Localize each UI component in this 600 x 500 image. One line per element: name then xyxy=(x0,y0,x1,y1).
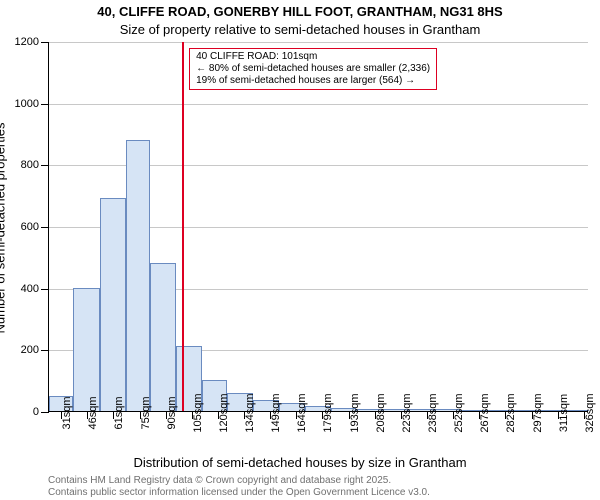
x-tick-label: 223sqm xyxy=(401,393,413,432)
y-tick-label: 0 xyxy=(33,406,49,418)
x-tick-label: 61sqm xyxy=(113,396,125,429)
x-tick-label: 105sqm xyxy=(192,393,204,432)
x-tick-label: 31sqm xyxy=(61,396,73,429)
annotation-line: 40 CLIFFE ROAD: 101sqm xyxy=(196,51,430,63)
x-tick-label: 193sqm xyxy=(349,393,361,432)
histogram-bar xyxy=(100,198,126,411)
plot-area: 02004006008001000120031sqm46sqm61sqm75sq… xyxy=(48,42,588,412)
x-axis-label: Distribution of semi-detached houses by … xyxy=(0,455,600,470)
x-tick-label: 252sqm xyxy=(453,393,465,432)
x-tick-label: 90sqm xyxy=(166,396,178,429)
x-tick-label: 282sqm xyxy=(505,393,517,432)
annotation-line: 19% of semi-detached houses are larger (… xyxy=(196,75,430,87)
x-tick-label: 75sqm xyxy=(140,396,152,429)
y-tick-label: 600 xyxy=(21,221,49,233)
y-tick-label: 1200 xyxy=(15,36,49,48)
chart-title: 40, CLIFFE ROAD, GONERBY HILL FOOT, GRAN… xyxy=(0,4,600,19)
chart-root: 40, CLIFFE ROAD, GONERBY HILL FOOT, GRAN… xyxy=(0,0,600,500)
y-tick-label: 400 xyxy=(21,283,49,295)
x-tick-label: 46sqm xyxy=(87,396,99,429)
x-tick-label: 179sqm xyxy=(322,393,334,432)
chart-subtitle: Size of property relative to semi-detach… xyxy=(0,22,600,37)
footer-line: Contains public sector information licen… xyxy=(48,487,588,499)
x-tick-label: 134sqm xyxy=(244,393,256,432)
x-tick-label: 149sqm xyxy=(270,393,282,432)
y-tick-label: 800 xyxy=(21,159,49,171)
x-tick-label: 326sqm xyxy=(584,393,596,432)
x-tick-label: 297sqm xyxy=(532,393,544,432)
footer-line: Contains HM Land Registry data © Crown c… xyxy=(48,475,588,487)
attribution-footer: Contains HM Land Registry data © Crown c… xyxy=(48,475,588,498)
histogram-bar xyxy=(126,140,150,411)
x-tick-label: 238sqm xyxy=(427,393,439,432)
annotation-line: ← 80% of semi-detached houses are smalle… xyxy=(196,63,430,75)
x-tick-label: 311sqm xyxy=(558,394,570,432)
x-tick-label: 208sqm xyxy=(375,393,387,432)
histogram-bar xyxy=(73,288,99,411)
histogram-bar xyxy=(150,263,176,411)
gridline xyxy=(49,42,588,43)
y-axis-label: Number of semi-detached properties xyxy=(0,123,8,358)
x-tick-label: 164sqm xyxy=(296,393,308,432)
annotation-box: 40 CLIFFE ROAD: 101sqm← 80% of semi-deta… xyxy=(189,48,437,90)
y-tick-label: 1000 xyxy=(15,98,49,110)
gridline xyxy=(49,104,588,105)
x-tick-label: 120sqm xyxy=(218,393,230,432)
y-tick-label: 200 xyxy=(21,344,49,356)
property-marker-line xyxy=(182,42,184,411)
x-tick-label: 267sqm xyxy=(479,393,491,432)
